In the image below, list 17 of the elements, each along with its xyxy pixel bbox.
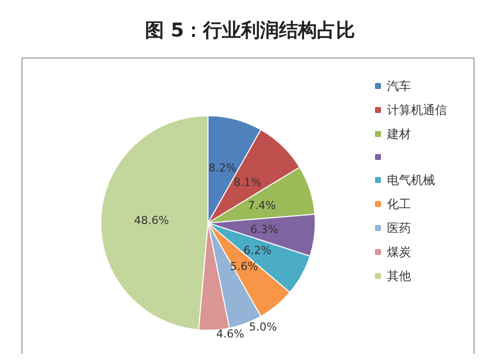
data-label: 4.6%	[216, 328, 244, 341]
legend-label: 煤炭	[387, 245, 411, 259]
legend-label: 医药	[387, 221, 411, 235]
legend-label: 电气机械	[387, 173, 435, 187]
data-label: 48.6%	[134, 214, 169, 228]
data-label: 7.4%	[248, 199, 276, 212]
data-label: 6.2%	[243, 244, 272, 258]
data-label: 6.3%	[250, 223, 278, 236]
data-label: 5.0%	[249, 320, 277, 334]
legend-label: 汽车	[387, 79, 411, 93]
legend-label: 其他	[387, 269, 411, 283]
data-label: 8.1%	[233, 176, 262, 189]
legend-label: 建材	[386, 127, 411, 141]
legend-label: 计算机通信	[387, 103, 447, 117]
chart-title: 图 5：行业利润结构占比	[145, 20, 355, 42]
legend-label: 化工	[387, 197, 411, 211]
data-label: 8.2%	[208, 162, 236, 175]
